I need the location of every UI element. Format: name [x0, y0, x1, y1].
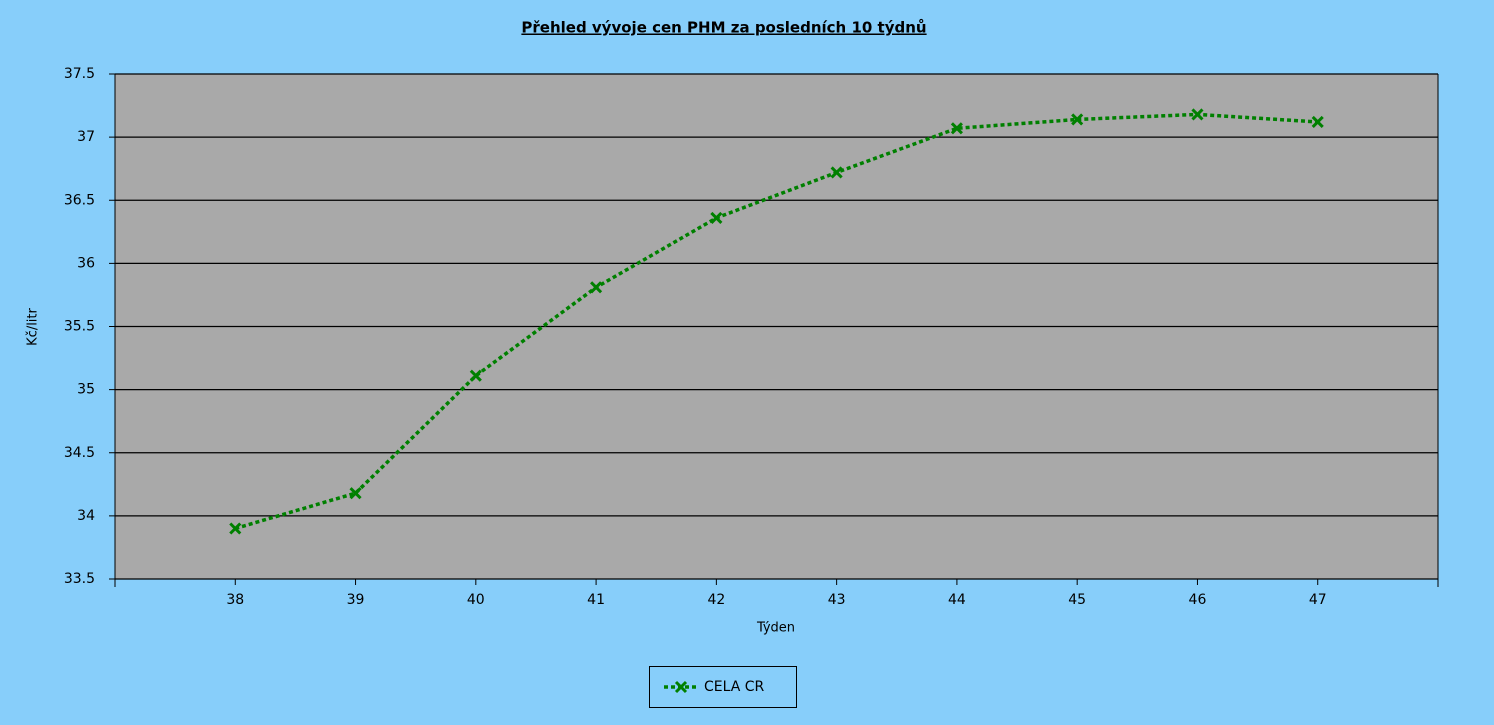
marker	[590, 281, 603, 294]
x-tick-label: 42	[707, 592, 725, 608]
y-tick-label: 33.5	[64, 571, 95, 587]
y-tick-label: 37	[77, 129, 95, 145]
marker	[1191, 108, 1204, 121]
chart-title: Přehled vývoje cen PHM za posledních 10 …	[521, 19, 926, 37]
x-tick-label: 39	[347, 592, 365, 608]
marker	[1311, 115, 1324, 129]
x-tick-label: 45	[1068, 592, 1086, 608]
marker	[469, 369, 482, 382]
marker	[229, 522, 242, 535]
x-tick-label: 46	[1189, 592, 1207, 608]
line	[234, 112, 1318, 531]
x-tick-label: 38	[226, 592, 244, 608]
legend-marker	[674, 680, 688, 694]
x-tick-label: 43	[828, 592, 846, 608]
x-axis-label: Týden	[756, 621, 795, 636]
y-axis-label: Kč/litr	[26, 307, 41, 345]
y-tick-label: 34.5	[64, 445, 95, 461]
marker	[349, 487, 362, 500]
marker	[1071, 113, 1084, 126]
legend-box	[649, 666, 797, 708]
legend-label: CELA CR	[704, 679, 765, 695]
marker	[950, 122, 963, 135]
y-tick-label: 36	[77, 255, 95, 271]
y-tick-label: 35	[77, 382, 95, 398]
x-tick-label: 44	[948, 592, 966, 608]
marker	[710, 211, 723, 224]
y-tick-label: 35.5	[64, 319, 95, 335]
y-tick-label: 36.5	[64, 192, 95, 208]
y-tick-label: 37.5	[64, 66, 95, 82]
x-tick-label: 41	[587, 592, 605, 608]
x-tick-label: 47	[1309, 592, 1327, 608]
marker	[830, 166, 843, 179]
y-tick-label: 34	[77, 508, 95, 524]
x-tick-label: 40	[467, 592, 485, 608]
